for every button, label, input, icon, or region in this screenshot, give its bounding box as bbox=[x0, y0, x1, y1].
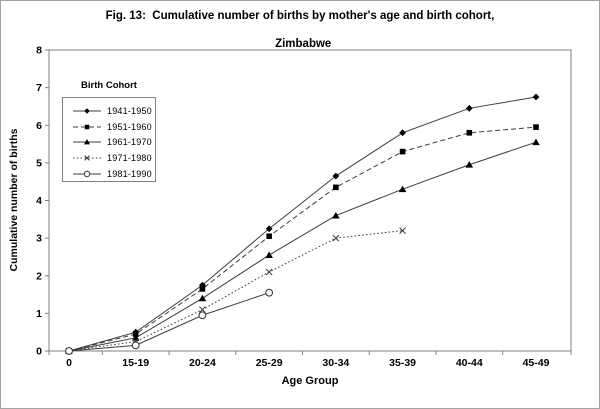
y-tick-label: 8 bbox=[36, 45, 42, 57]
y-tick-label: 0 bbox=[36, 346, 42, 358]
square-marker bbox=[333, 184, 339, 191]
x-axis-title: Age Group bbox=[281, 375, 339, 387]
legend-item: 1961-1970 bbox=[63, 135, 155, 151]
series-line-1961-1970 bbox=[68, 141, 537, 352]
chart-title: Fig. 13: Cumulative number of births by … bbox=[1, 9, 599, 51]
diamond-marker bbox=[532, 93, 540, 101]
legend-item-label: 1971-1980 bbox=[107, 153, 152, 164]
triangle-marker bbox=[265, 251, 273, 258]
x-tick-label: 15-19 bbox=[122, 357, 149, 369]
series-line-1941-1950 bbox=[68, 96, 537, 352]
x-tick-label: 0 bbox=[66, 357, 72, 369]
circle-marker bbox=[83, 170, 91, 178]
legend-line-sample bbox=[73, 170, 101, 178]
legend-item: 1971-1980 bbox=[63, 150, 155, 166]
legend-line-sample bbox=[73, 155, 101, 162]
legend-item-label: 1961-1970 bbox=[107, 137, 152, 148]
x-tick-label: 45-49 bbox=[523, 357, 550, 369]
triangle-marker bbox=[198, 294, 207, 302]
triangle-marker bbox=[465, 161, 474, 168]
triangle-marker bbox=[398, 185, 407, 193]
legend-item-label: 1941-1950 bbox=[107, 105, 152, 116]
chart-title-line1: Fig. 13: Cumulative number of births by … bbox=[105, 10, 495, 22]
series-line-1981-1990 bbox=[68, 292, 270, 352]
circle-marker bbox=[65, 347, 73, 355]
triangle-marker bbox=[332, 211, 340, 219]
y-tick-label: 1 bbox=[36, 308, 42, 320]
legend-item: 1941-1950 bbox=[63, 103, 155, 119]
diamond-marker bbox=[265, 225, 273, 233]
legend: 1941-1950 1951-1960 1961-1970 1971-1980 1981… bbox=[62, 97, 156, 182]
chart-title-line2: Zimbabwe bbox=[275, 38, 332, 50]
plot-area-border bbox=[48, 49, 572, 352]
diamond-marker bbox=[465, 104, 473, 112]
circle-marker bbox=[265, 288, 274, 297]
square-marker bbox=[84, 124, 90, 129]
x-marker bbox=[199, 306, 206, 314]
legend-item: 1951-1960 bbox=[63, 119, 155, 135]
legend-line-sample bbox=[73, 124, 101, 129]
circle-marker bbox=[131, 341, 140, 350]
diamond-marker bbox=[199, 281, 206, 289]
legend-title: Birth Cohort bbox=[81, 80, 137, 91]
x-marker bbox=[399, 227, 406, 234]
x-tick-label: 30-34 bbox=[322, 357, 349, 369]
y-tick-label: 5 bbox=[36, 157, 42, 169]
y-tick-label: 7 bbox=[36, 82, 42, 94]
legend-line-sample bbox=[73, 139, 101, 145]
y-tick-label: 3 bbox=[36, 233, 42, 245]
diamond-marker bbox=[399, 129, 406, 137]
x-tick-label: 25-29 bbox=[256, 357, 283, 369]
legend-item-label: 1951-1960 bbox=[107, 121, 152, 132]
circle-marker bbox=[198, 311, 207, 320]
y-tick-label: 4 bbox=[36, 195, 42, 207]
x-tick-label: 35-39 bbox=[389, 357, 416, 369]
legend-line-sample bbox=[73, 108, 101, 114]
y-tick-label: 2 bbox=[36, 270, 42, 282]
series-line-1971-1980 bbox=[68, 230, 403, 352]
diamond-marker bbox=[332, 172, 340, 180]
x-tick-label: 20-24 bbox=[189, 357, 216, 369]
x-tick-label: 40-44 bbox=[456, 357, 483, 369]
square-marker bbox=[466, 129, 473, 136]
diamond-marker bbox=[84, 108, 90, 114]
square-marker bbox=[199, 286, 206, 292]
square-marker bbox=[399, 148, 406, 155]
x-marker bbox=[332, 234, 340, 242]
y-tick-label: 6 bbox=[36, 120, 42, 132]
square-marker bbox=[132, 331, 139, 337]
y-axis-title: Cumulative number of births bbox=[8, 128, 20, 272]
series-line-1951-1960 bbox=[68, 126, 537, 352]
triangle-marker bbox=[83, 139, 91, 145]
legend-item-label: 1981-1990 bbox=[107, 169, 152, 180]
square-marker bbox=[533, 124, 539, 130]
x-marker bbox=[84, 155, 90, 162]
x-marker bbox=[265, 268, 273, 276]
triangle-marker bbox=[532, 138, 540, 146]
square-marker bbox=[266, 233, 272, 240]
legend-item: 1981-1990 bbox=[63, 166, 155, 182]
